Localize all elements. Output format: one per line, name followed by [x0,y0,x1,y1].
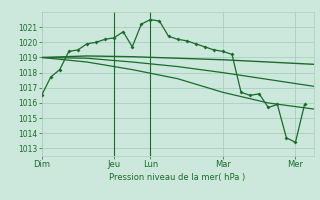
X-axis label: Pression niveau de la mer( hPa ): Pression niveau de la mer( hPa ) [109,173,246,182]
